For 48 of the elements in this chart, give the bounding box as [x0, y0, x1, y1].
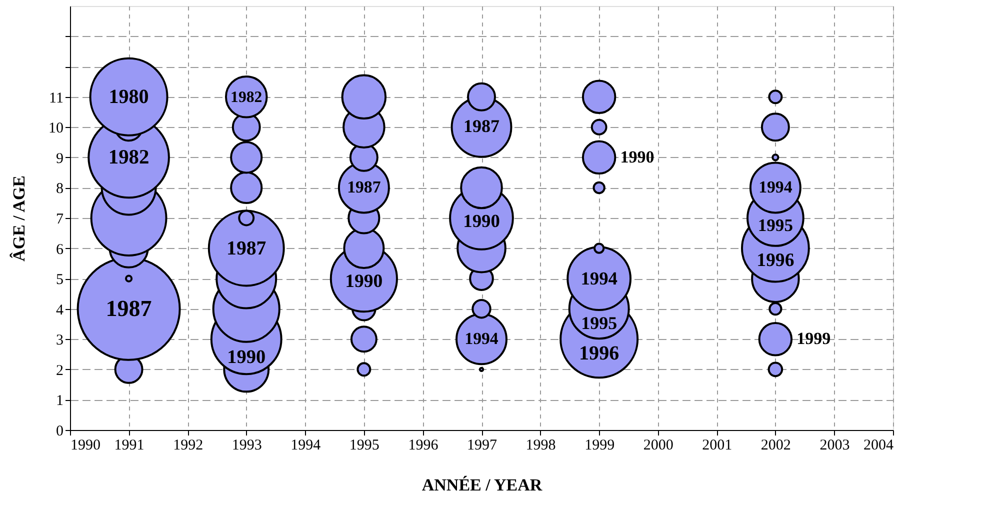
annotation: 1987 [347, 178, 382, 197]
x-tick-label: 2001 [702, 438, 732, 454]
x-tick-label: 1997 [467, 438, 498, 454]
annotation: 1996 [756, 250, 794, 272]
annotation: 1987 [464, 116, 500, 136]
x-tick-label: 1993 [232, 438, 262, 454]
x-tick-label: 2000 [643, 438, 674, 454]
annotation: 1994 [758, 178, 793, 197]
y-tick-label: 7 [56, 212, 64, 228]
annotation: 1987 [106, 296, 152, 321]
annotation: 1982 [230, 88, 262, 106]
annotation: 1995 [581, 313, 618, 334]
x-tick-label: 2002 [760, 438, 791, 454]
x-tick-label: 1998 [526, 438, 556, 454]
y-tick-label: 10 [48, 120, 64, 137]
y-tick-label: 0 [56, 424, 64, 440]
y-axis-title: ÂGE / AGE [10, 176, 28, 262]
y-tick-label: 3 [56, 332, 64, 349]
y-tick-label: 4 [56, 302, 64, 318]
x-axis-title: ANNÉE / YEAR [422, 476, 543, 494]
y-tick-label: 6 [56, 242, 64, 258]
x-tick-label: 1995 [349, 438, 380, 454]
annotation: 1999 [796, 329, 831, 348]
y-tick-label: 9 [56, 150, 64, 167]
y-tick-label: 11 [49, 90, 64, 106]
annotation: 1990 [620, 147, 654, 166]
annotation: 1990 [463, 211, 500, 232]
annotation: 1994 [464, 329, 499, 348]
x-tick-label: 2003 [820, 438, 850, 454]
annotation: 1980 [108, 86, 149, 108]
annotation: 1987 [226, 237, 266, 260]
x-tick-label: 1994 [290, 438, 322, 454]
x-tick-label: 1992 [173, 438, 204, 454]
y-tick-label: 2 [56, 362, 64, 379]
annotation: 1990 [345, 271, 383, 292]
annotation: 1982 [108, 146, 150, 168]
x-tick-label: 2004 [864, 438, 894, 454]
y-tick-label: 1 [56, 393, 64, 410]
y-tick-label: 5 [56, 272, 64, 288]
annotation: 1996 [579, 342, 620, 364]
x-tick-label: 1991 [114, 438, 144, 454]
x-tick-label: 1990 [70, 438, 100, 454]
annotation: 1994 [580, 268, 618, 289]
annotation: 1995 [758, 214, 794, 235]
annotation: 1990 [227, 346, 266, 368]
x-tick-label: 1999 [584, 438, 615, 454]
x-tick-label: 1996 [408, 438, 439, 454]
y-tick-label: 8 [56, 181, 64, 198]
